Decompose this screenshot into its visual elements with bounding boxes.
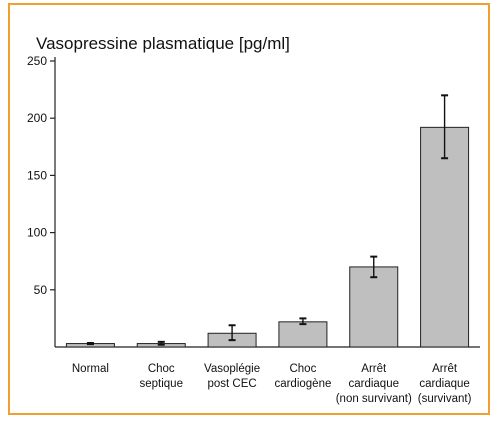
error-bars <box>86 94 449 346</box>
x-tick-label: cardiaque <box>419 378 470 390</box>
x-tick-label: cardiogène <box>274 378 331 390</box>
bar-chart: Vasopressine plasmatique [pg/ml] 50 100 15… <box>27 34 480 405</box>
error-bar <box>441 94 449 160</box>
x-tick-label: Arrêt <box>432 363 458 375</box>
x-tick-label: Normal <box>72 363 109 375</box>
y-axis: 50 100 150 200 250 <box>27 54 56 347</box>
bar <box>278 321 328 348</box>
error-bar <box>157 340 165 346</box>
x-tick-labels: Normal Choc septique Vasoplégie post CEC Choc… <box>72 363 472 405</box>
y-tick-label: 100 <box>27 226 47 240</box>
x-tick-label: cardiaque <box>348 378 399 390</box>
x-tick-label: Arrêt <box>361 363 387 375</box>
x-tick-label: septique <box>140 378 183 390</box>
error-bar <box>228 324 236 342</box>
y-tick-label: 200 <box>27 111 47 125</box>
x-tick-label: Vasoplégie <box>204 363 260 375</box>
bars <box>65 126 470 348</box>
y-tick-label: 50 <box>34 283 48 297</box>
x-tick-label: Choc <box>148 363 175 375</box>
chart-frame: Vasopressine plasmatique [pg/ml] 50 100 15… <box>8 3 490 415</box>
x-tick-label: (survivant) <box>418 393 472 405</box>
error-bar <box>370 255 378 279</box>
y-tick-label: 150 <box>27 168 47 182</box>
x-tick-label: (non survivant) <box>336 393 412 405</box>
x-tick-label: post CEC <box>207 378 256 390</box>
bar <box>420 126 470 348</box>
error-bar <box>86 341 94 346</box>
y-tick-label: 250 <box>27 54 47 68</box>
chart-title: Vasopressine plasmatique [pg/ml] <box>36 34 290 53</box>
x-tick-label: Choc <box>289 363 316 375</box>
bar <box>349 266 399 348</box>
error-bar <box>299 317 307 326</box>
